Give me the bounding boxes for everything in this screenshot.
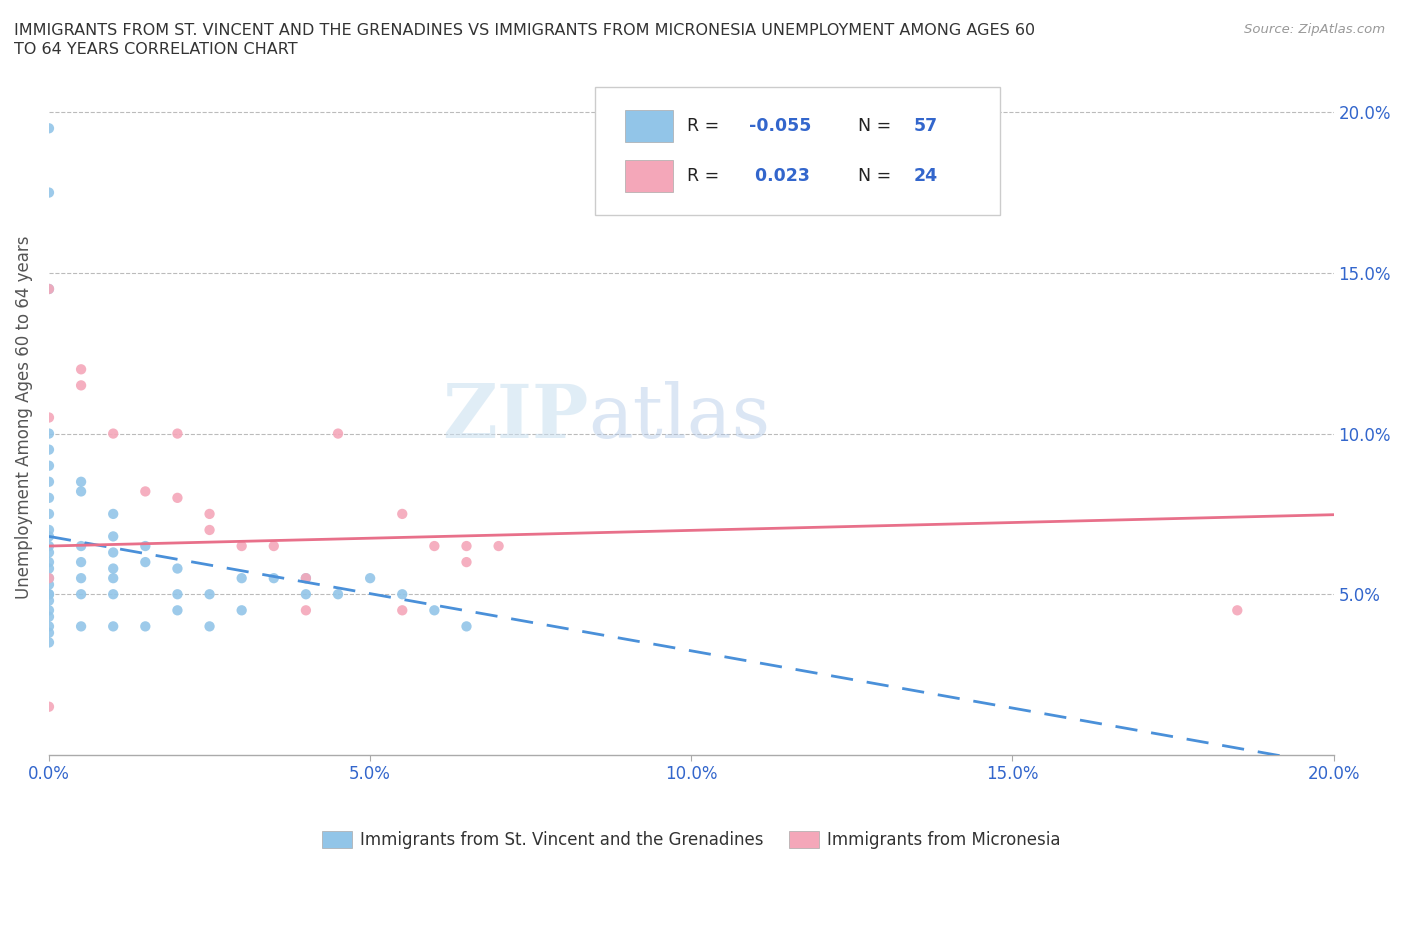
Point (38, 282, 60, 297)
Point (103, 587, 125, 602)
Point (38, 442, 60, 457)
Point (456, 538, 478, 553)
Point (456, 554, 478, 569)
Point (263, 538, 285, 553)
Point (38, 529, 60, 544)
FancyBboxPatch shape (624, 160, 673, 193)
Point (198, 619, 221, 634)
Point (166, 561, 188, 576)
Point (391, 603, 413, 618)
Point (295, 571, 318, 586)
Point (134, 619, 156, 634)
Point (38, 523, 60, 538)
Point (38, 587, 60, 602)
Text: R =: R = (688, 117, 725, 135)
Point (70, 474, 93, 489)
Point (231, 571, 253, 586)
Point (38, 538, 60, 553)
Point (38, 571, 60, 586)
Point (166, 426, 188, 441)
Point (391, 507, 413, 522)
Point (231, 538, 253, 553)
Point (263, 571, 285, 586)
Point (326, 587, 349, 602)
Point (70, 587, 93, 602)
Text: IMMIGRANTS FROM ST. VINCENT AND THE GRENADINES VS IMMIGRANTS FROM MICRONESIA UNE: IMMIGRANTS FROM ST. VINCENT AND THE GREN… (14, 23, 1035, 38)
Point (103, 545, 125, 560)
Text: N =: N = (858, 117, 897, 135)
Point (134, 484, 156, 498)
Text: TO 64 YEARS CORRELATION CHART: TO 64 YEARS CORRELATION CHART (14, 42, 298, 57)
Point (38, 699, 60, 714)
Point (166, 587, 188, 602)
Point (231, 603, 253, 618)
Point (38, 587, 60, 602)
Text: 24: 24 (914, 167, 938, 185)
Text: R =: R = (688, 167, 725, 185)
Point (70, 571, 93, 586)
Point (38, 625, 60, 640)
Point (70, 484, 93, 498)
Point (70, 538, 93, 553)
Point (103, 529, 125, 544)
Point (103, 571, 125, 586)
Point (38, 578, 60, 592)
Point (38, 635, 60, 650)
Point (38, 185, 60, 200)
Point (38, 458, 60, 473)
Point (295, 603, 318, 618)
Point (456, 619, 478, 634)
Point (326, 426, 349, 441)
Point (70, 362, 93, 377)
Point (38, 571, 60, 586)
Point (38, 561, 60, 576)
Y-axis label: Unemployment Among Ages 60 to 64 years: Unemployment Among Ages 60 to 64 years (15, 236, 32, 599)
Point (70, 619, 93, 634)
Text: ZIP: ZIP (441, 381, 589, 454)
Point (103, 507, 125, 522)
Point (38, 410, 60, 425)
Point (38, 593, 60, 608)
FancyBboxPatch shape (624, 110, 673, 142)
Point (103, 426, 125, 441)
Point (166, 603, 188, 618)
Point (198, 523, 221, 538)
Text: atlas: atlas (589, 381, 770, 454)
Legend: Immigrants from St. Vincent and the Grenadines, Immigrants from Micronesia: Immigrants from St. Vincent and the Gren… (315, 824, 1067, 856)
Point (38, 507, 60, 522)
Text: Source: ZipAtlas.com: Source: ZipAtlas.com (1244, 23, 1385, 36)
Point (1226, 603, 1249, 618)
Point (38, 609, 60, 624)
Text: N =: N = (858, 167, 897, 185)
Point (38, 603, 60, 618)
Point (198, 587, 221, 602)
Point (70, 378, 93, 392)
Point (38, 282, 60, 297)
Point (295, 571, 318, 586)
Text: 0.023: 0.023 (749, 167, 810, 185)
Text: 57: 57 (914, 117, 938, 135)
Point (38, 619, 60, 634)
FancyBboxPatch shape (595, 86, 1000, 215)
Point (198, 507, 221, 522)
Point (38, 554, 60, 569)
Point (38, 426, 60, 441)
Point (391, 587, 413, 602)
Point (38, 121, 60, 136)
Point (359, 571, 381, 586)
Point (70, 554, 93, 569)
Point (134, 554, 156, 569)
Point (488, 538, 510, 553)
Point (423, 603, 446, 618)
Point (103, 619, 125, 634)
Point (134, 538, 156, 553)
Point (295, 587, 318, 602)
Point (423, 538, 446, 553)
Point (38, 474, 60, 489)
Text: -0.055: -0.055 (749, 117, 811, 135)
Point (38, 545, 60, 560)
Point (38, 490, 60, 505)
Point (166, 490, 188, 505)
Point (103, 561, 125, 576)
